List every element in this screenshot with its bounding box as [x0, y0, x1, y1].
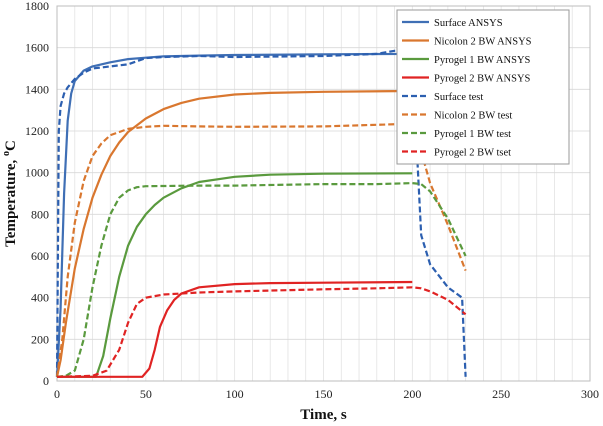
plot-frame [56, 5, 591, 382]
x-axis-title: Time, s [300, 407, 347, 423]
y-tick-label: 800 [31, 207, 49, 221]
legend-box [396, 9, 570, 165]
y-tick-label: 400 [31, 291, 49, 305]
x-tick-label: 300 [581, 387, 599, 401]
y-tick-label: 1400 [25, 82, 49, 96]
plot-border [56, 5, 591, 382]
y-axis-title: Temperature, oC [1, 140, 19, 247]
y-tick-label: 1000 [25, 166, 49, 180]
x-tick-labels: 0 50 100 150 200 250 300 [54, 387, 599, 401]
x-tick-label: 200 [403, 387, 421, 401]
y-tick-label: 200 [31, 332, 49, 346]
y-tick-label: 1200 [25, 124, 49, 138]
x-tick-label: 250 [492, 387, 510, 401]
x-tick-label: 150 [315, 387, 333, 401]
legend-label: Nicolon 2 BW test [434, 111, 512, 122]
x-tick-label: 50 [140, 387, 152, 401]
y-tick-label: 0 [43, 374, 49, 388]
legend-label: Pyrogel 2 BW ANSYS [434, 74, 531, 85]
series-line [57, 280, 413, 378]
y-axis-title-unit: C [3, 140, 19, 151]
legend-label: Nicolon 2 BW ANSYS [434, 37, 532, 48]
x-tick-label: 0 [54, 387, 60, 401]
y-tick-label: 1800 [25, 0, 49, 13]
legend-label: Surface test [434, 92, 483, 103]
y-axis-title-sup: o [1, 151, 12, 156]
legend-label: Surface ANSYS [434, 18, 503, 29]
legend-label: Pyrogel 2 BW tset [434, 148, 511, 159]
x-tick-label: 100 [226, 387, 244, 401]
series-line [55, 89, 413, 378]
y-tick-label: 600 [31, 249, 49, 263]
series-line [55, 48, 467, 377]
legend: Surface ANSYS Nicolon 2 BW ANSYS Pyrogel 1… [396, 9, 570, 165]
grid [57, 6, 590, 381]
series-line [55, 52, 413, 377]
y-tick-label: 1600 [25, 41, 49, 55]
y-tick-labels: 0 200 400 600 800 1000 1200 1400 1600 1800 [25, 0, 49, 388]
series-line [56, 286, 467, 378]
y-axis-title-text: Temperature, [3, 156, 19, 247]
legend-label: Pyrogel 1 BW ANSYS [434, 55, 531, 66]
series-line [57, 172, 413, 378]
legend-label: Pyrogel 1 BW test [434, 129, 511, 140]
